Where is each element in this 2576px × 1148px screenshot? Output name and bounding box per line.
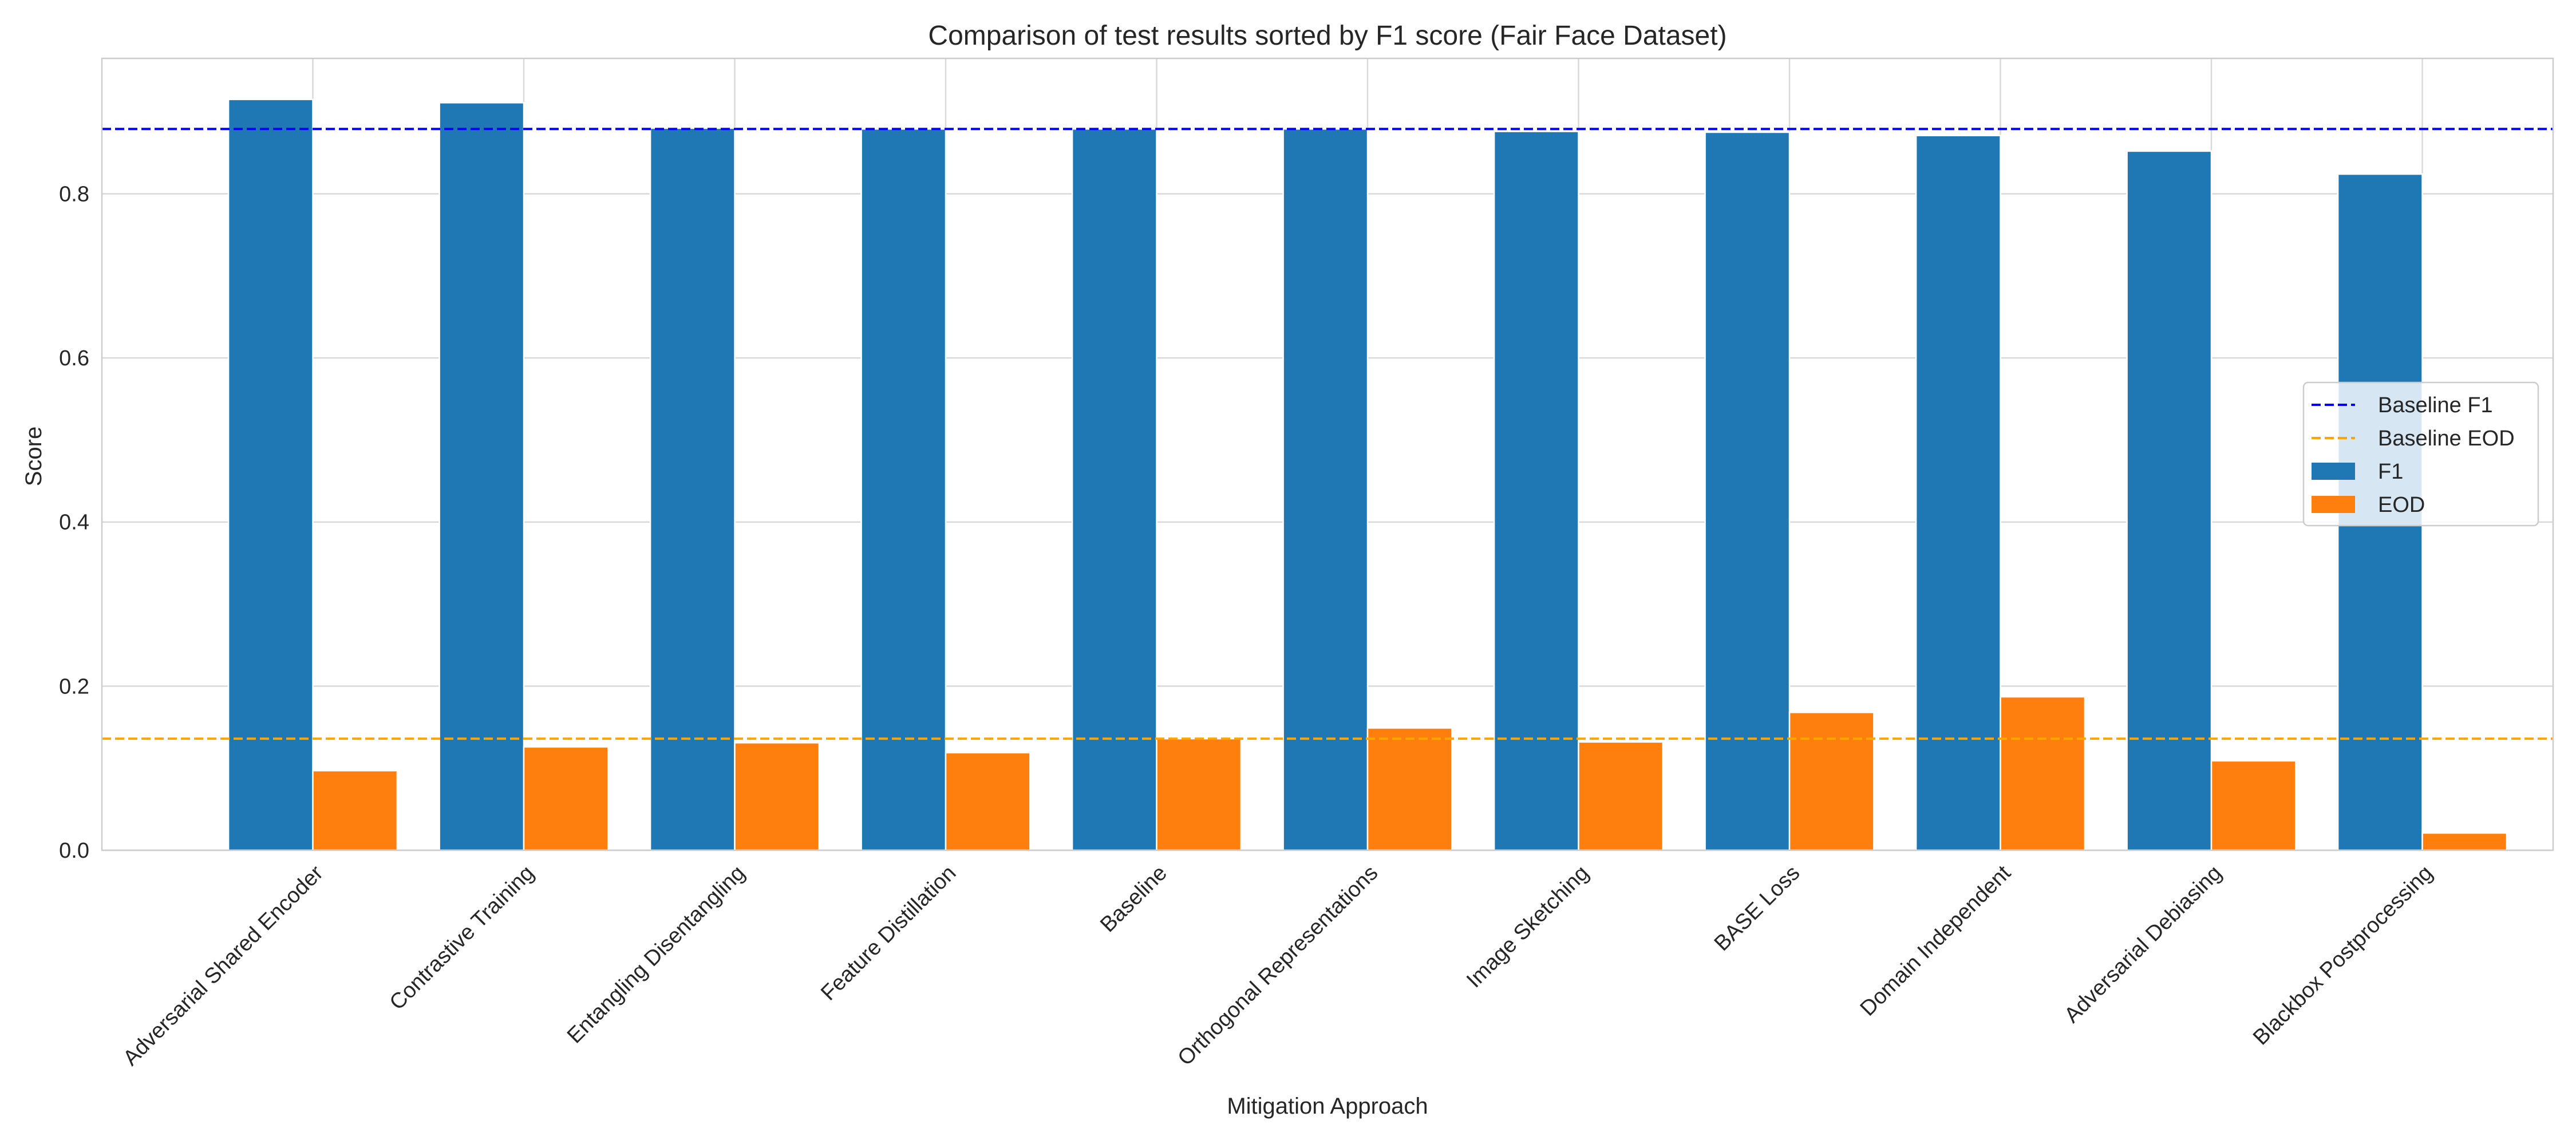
f1-bar <box>1282 128 1369 851</box>
f1-bar <box>860 128 947 851</box>
f1-bar <box>2126 150 2212 851</box>
chart-title: Comparison of test results sorted by F1 … <box>928 21 1726 51</box>
legend-label: EOD <box>2378 493 2425 517</box>
eod-bar <box>945 752 1031 851</box>
eod-bar <box>1366 727 1453 851</box>
legend-label: Baseline F1 <box>2378 393 2493 417</box>
legend-label: F1 <box>2378 460 2403 484</box>
eod-bar <box>2000 696 2086 851</box>
y-tick-label: 0.0 <box>59 839 89 863</box>
f1-bar <box>438 102 525 851</box>
bars <box>227 98 2508 851</box>
y-tick-label: 0.6 <box>59 346 89 370</box>
reference-lines <box>102 128 2553 740</box>
f1-bar <box>1493 131 1579 851</box>
eod-bar <box>2210 760 2297 851</box>
eod-bar <box>1156 737 1242 851</box>
x-axis-label: Mitigation Approach <box>1227 1094 1428 1119</box>
legend-eod-swatch <box>2312 496 2355 513</box>
f1-bar <box>1071 128 1157 851</box>
f1-bar <box>649 127 736 851</box>
legend: Baseline F1 Baseline EOD F1 EOD <box>2302 381 2539 527</box>
legend-label: Baseline EOD <box>2378 427 2515 451</box>
plot-frame <box>101 57 2554 851</box>
eod-bar <box>734 742 820 851</box>
y-tick-label: 0.2 <box>59 674 89 699</box>
y-tick-label: 0.4 <box>59 511 89 535</box>
eod-bar <box>1578 741 1664 851</box>
eod-bar <box>312 770 398 851</box>
f1-bar <box>1915 135 2001 851</box>
eod-bar <box>2421 832 2508 851</box>
f1-bar <box>1704 131 1791 851</box>
eod-bar <box>1788 711 1875 851</box>
legend-f1-swatch <box>2312 463 2355 480</box>
y-tick-labels: 0.0 0.2 0.4 0.6 0.8 <box>59 182 89 863</box>
y-tick-label: 0.8 <box>59 182 89 206</box>
eod-bar <box>523 746 609 851</box>
y-axis-label: Score <box>21 427 46 487</box>
legend-box <box>2302 381 2539 527</box>
f1-bar <box>227 98 314 851</box>
